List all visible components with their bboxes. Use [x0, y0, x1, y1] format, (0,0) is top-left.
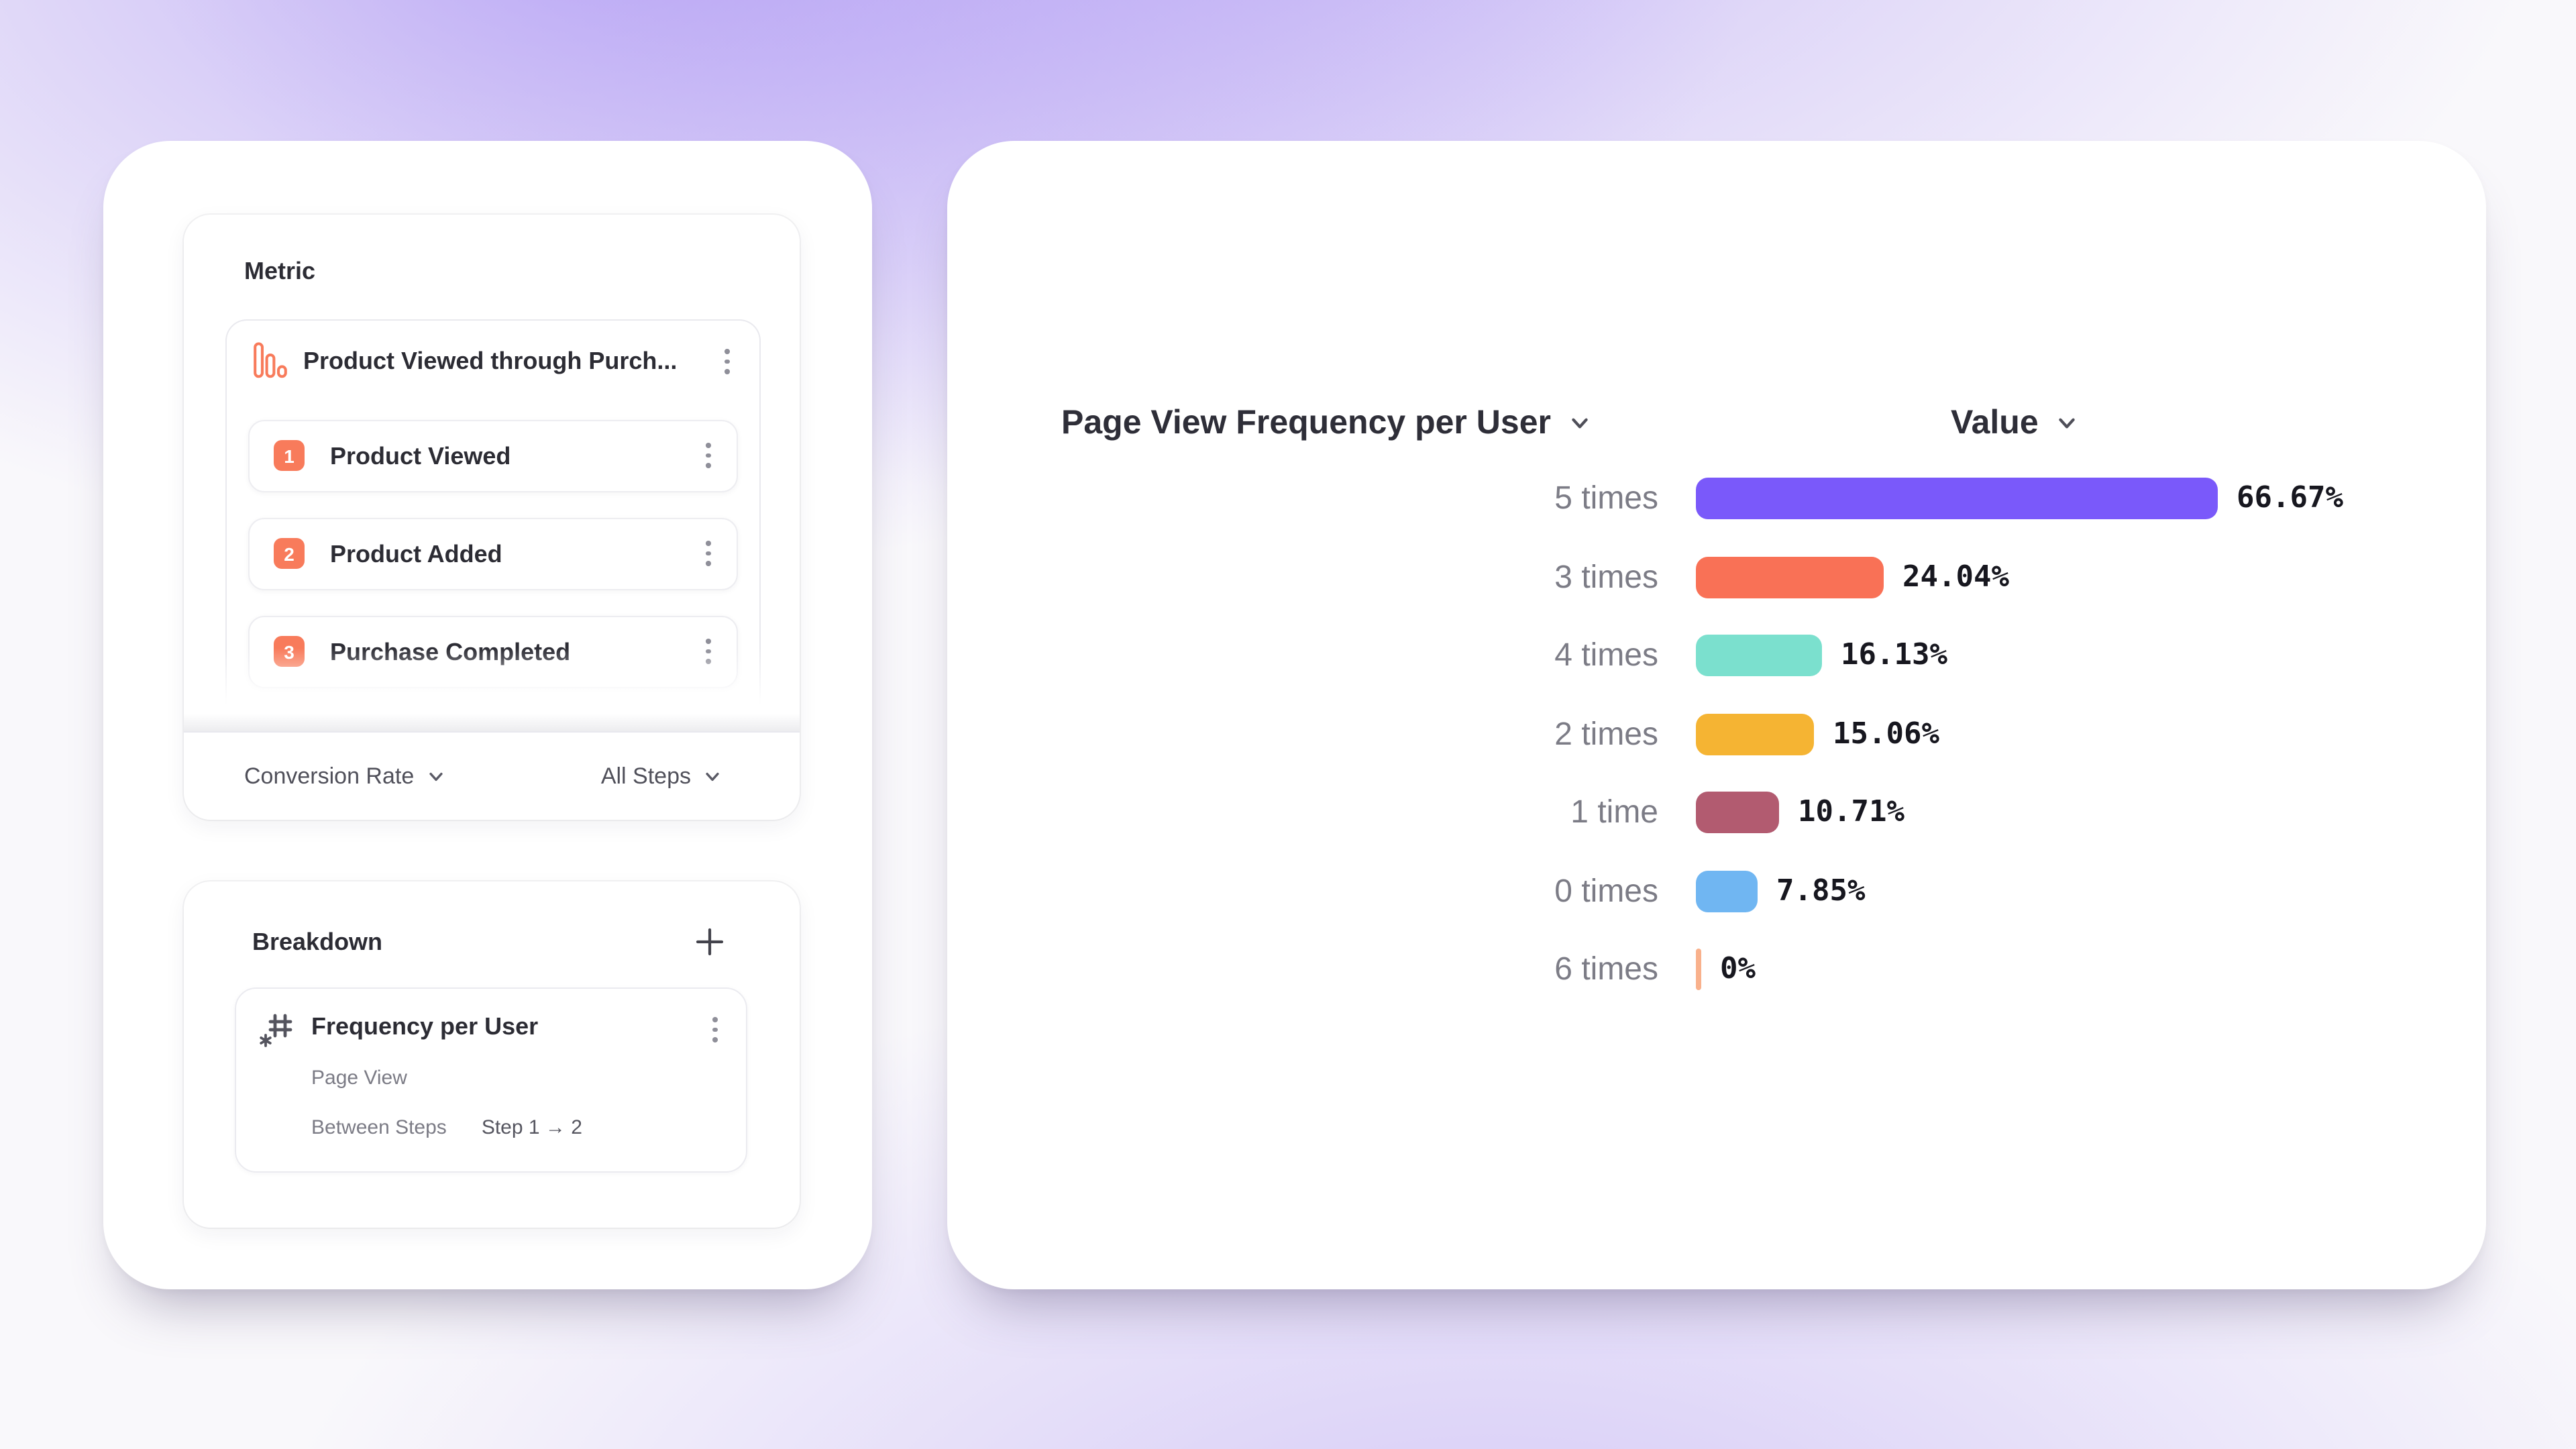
bar-value-label: 16.13%	[1841, 639, 1947, 672]
funnel-step-row-partial	[248, 714, 738, 733]
funnel-kebab-menu-button[interactable]	[712, 343, 742, 380]
breakdown-between-steps-row: Between Steps Step 1 → 2	[311, 1116, 582, 1139]
breakdown-item-card[interactable]: Frequency per User Page View Between Ste…	[235, 987, 747, 1173]
bar[interactable]	[1696, 949, 1701, 990]
bar-category-label: 0 times	[1554, 873, 1658, 909]
chart-row: 6 times 0%	[947, 949, 2486, 990]
metric-section: Metric Product Viewed through Purch... 1…	[184, 215, 800, 820]
query-builder-panel: Metric Product Viewed through Purch... 1…	[103, 141, 872, 1289]
chevron-down-icon	[703, 767, 722, 786]
funnel-step-row[interactable]: 3 Purchase Completed	[248, 616, 738, 688]
hash-asterisk-icon	[256, 1009, 299, 1052]
step-number-badge: 1	[274, 440, 305, 471]
funnel-step-row[interactable]: 1 Product Viewed	[248, 420, 738, 492]
between-steps-label: Between Steps	[311, 1116, 447, 1139]
metric-footer-divider	[184, 731, 800, 733]
bar[interactable]	[1696, 556, 1884, 598]
step-label: Purchase Completed	[330, 639, 571, 665]
funnel-metric-card[interactable]: Product Viewed through Purch... 1 Produc…	[225, 319, 761, 733]
bar[interactable]	[1696, 478, 2218, 519]
breakdown-item-title: Frequency per User	[311, 1013, 539, 1040]
chevron-down-icon	[426, 767, 445, 786]
bar-category-label: 1 time	[1570, 794, 1658, 830]
bar-chart-icon	[254, 342, 287, 378]
funnel-metric-title: Product Viewed through Purch...	[303, 347, 678, 374]
breakdown-event-label: Page View	[311, 1067, 407, 1089]
chart-row: 2 times 15.06%	[947, 713, 2486, 755]
bar[interactable]	[1696, 792, 1779, 833]
bar[interactable]	[1696, 870, 1758, 912]
bar-category-label: 4 times	[1554, 637, 1658, 674]
add-breakdown-button[interactable]	[694, 926, 726, 958]
step-number-badge: 3	[274, 636, 305, 667]
bar-value-label: 24.04%	[1902, 560, 2009, 594]
step-label: Product Added	[330, 541, 502, 568]
chart-row: 1 time 10.71%	[947, 792, 2486, 833]
bar-value-label: 15.06%	[1833, 717, 1939, 751]
step-kebab-menu-button[interactable]	[694, 535, 723, 572]
bar-category-label: 3 times	[1554, 559, 1658, 595]
bar-category-label: 6 times	[1554, 951, 1658, 987]
bar[interactable]	[1696, 713, 1814, 755]
chart-row: 0 times 7.85%	[947, 870, 2486, 912]
bar[interactable]	[1696, 635, 1822, 676]
chart-row: 3 times 24.04%	[947, 556, 2486, 598]
step-number-badge: 2	[274, 538, 305, 569]
funnel-step-row[interactable]: 2 Product Added	[248, 518, 738, 590]
step-label: Product Viewed	[330, 443, 511, 470]
all-steps-dropdown-label: All Steps	[600, 763, 691, 788]
step-kebab-menu-button[interactable]	[694, 437, 723, 474]
bar-value-label: 0%	[1720, 953, 1756, 986]
chart-dimension-label: Page View Frequency per User	[1061, 403, 1551, 441]
metric-footer: Conversion Rate All Steps	[184, 733, 800, 820]
bar-value-label: 66.67%	[2237, 482, 2343, 515]
all-steps-dropdown[interactable]: All Steps	[601, 763, 722, 790]
bar-value-label: 10.71%	[1798, 796, 1904, 829]
chart-value-dropdown[interactable]: Value	[1951, 396, 2079, 449]
breakdown-section-title: Breakdown	[252, 928, 383, 955]
chevron-down-icon	[2056, 411, 2079, 434]
chart-row: 4 times 16.13%	[947, 635, 2486, 676]
bar-category-label: 2 times	[1554, 716, 1658, 752]
chart-dimension-dropdown[interactable]: Page View Frequency per User	[1061, 396, 1591, 449]
chart-value-label: Value	[1951, 403, 2039, 441]
bar-value-label: 7.85%	[1776, 874, 1866, 908]
metric-section-title: Metric	[244, 258, 316, 284]
conversion-rate-dropdown-label: Conversion Rate	[244, 763, 415, 788]
breakdown-kebab-menu-button[interactable]	[700, 1012, 730, 1048]
chart-panel: Page View Frequency per User Value 5 tim…	[947, 141, 2486, 1289]
breakdown-section: Breakdown Frequency per User Page View	[184, 881, 800, 1228]
conversion-rate-dropdown[interactable]: Conversion Rate	[244, 763, 445, 790]
step-kebab-menu-button[interactable]	[694, 633, 723, 669]
bar-category-label: 5 times	[1554, 480, 1658, 517]
chart-row: 5 times 66.67%	[947, 478, 2486, 519]
between-steps-value: Step 1 → 2	[481, 1116, 582, 1139]
chevron-down-icon	[1568, 411, 1591, 434]
